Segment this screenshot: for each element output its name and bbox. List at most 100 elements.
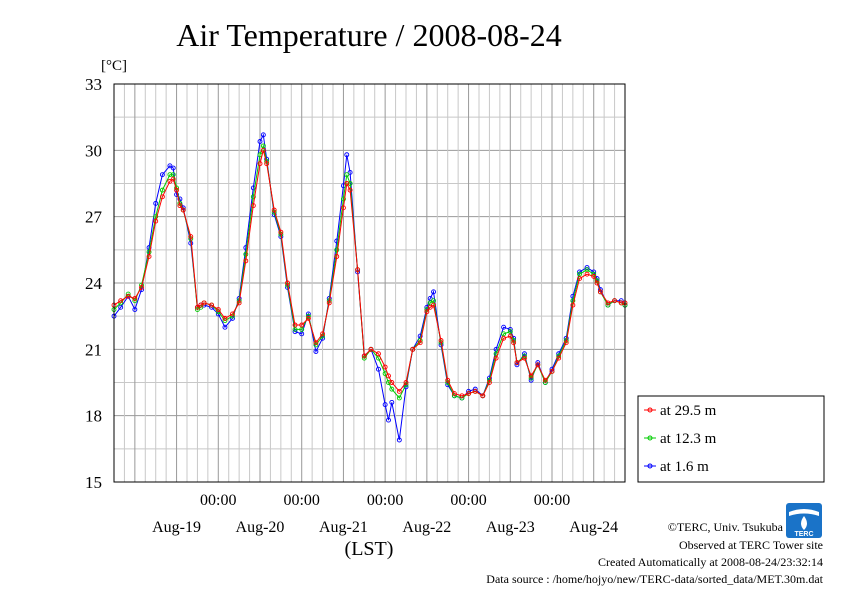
data-point [201,300,207,306]
legend-entry-1-6m: at 1.6 m [644,459,709,475]
data-point [427,304,433,310]
data-point [320,331,326,337]
y-tick-label: 24 [85,274,103,293]
data-point [299,322,305,328]
data-point [522,355,527,361]
x-tick-label: 00:00 [534,492,570,509]
data-point [334,254,340,259]
data-point [177,203,183,209]
data-point [445,377,451,383]
credit-data-source: Data source : /home/hojyo/new/TERC-data/… [486,572,823,586]
legend-entry-29-5m: at 29.5 m [644,403,717,419]
data-point [493,355,499,361]
x-day-label: Aug-21 [319,519,368,536]
data-point [451,391,457,397]
data-point [511,340,517,346]
data-point [424,309,430,315]
data-point [250,194,256,200]
data-point [243,251,249,257]
data-point [535,362,541,368]
legend-swatch-marker [647,463,653,469]
y-tick-label: 18 [85,407,102,426]
x-tick-label: 00:00 [283,492,319,509]
data-point [501,324,507,330]
data-point [563,340,569,346]
data-point [222,315,228,321]
legend-label: at 1.6 m [660,459,709,475]
data-point [243,258,249,264]
data-point [340,205,346,211]
data-point [285,280,290,286]
data-point [230,311,235,317]
y-tick-label: 33 [85,75,102,94]
terc-logo-icon: TERC [786,503,822,538]
data-point [396,395,402,401]
data-point [361,353,367,359]
y-tick-label: 30 [85,141,102,160]
data-point [355,267,361,273]
data-point [334,247,340,253]
y-axis-label: [°C] [101,58,127,74]
legend-label: at 29.5 m [660,403,717,419]
data-point [368,346,374,352]
x-tick-label: 00:00 [367,492,403,509]
data-point [340,196,346,202]
credit-created-at: Created Automatically at 2008-08-24/23:3… [598,555,823,569]
data-point [570,302,576,308]
y-tick-labels: 15 18 21 24 27 30 33 [85,75,103,492]
data-point [386,380,391,385]
legend: at 29.5 m at 12.3 m at 1.6 m [637,395,825,483]
data-point [198,302,204,308]
data-point [389,399,395,405]
data-point [215,307,221,312]
data-point [396,437,402,443]
series-lines [111,132,628,443]
data-point [542,377,548,383]
data-point [549,368,555,374]
data-point [313,349,319,354]
x-axis-label: (LST) [345,538,394,560]
data-point [174,187,180,193]
data-point [347,187,353,193]
data-point [118,298,124,304]
data-point [382,402,388,408]
series-at-1-6-m [111,132,628,443]
x-tick-label: 00:00 [200,492,236,509]
data-point [347,169,353,175]
data-point [466,391,472,397]
chart-title: Air Temperature / 2008-08-24 [176,17,562,53]
y-tick-label: 21 [85,340,102,359]
data-point [584,271,590,277]
data-point [170,165,176,171]
data-point [459,393,465,399]
data-point [612,298,618,304]
data-point [431,302,436,308]
data-point [347,181,353,186]
data-point [344,181,350,186]
x-tick-label: 00:00 [450,492,486,509]
data-point [167,172,173,178]
legend-swatch-marker [647,435,653,441]
data-point [132,307,138,312]
data-point [438,338,444,343]
data-point [396,388,402,394]
data-point [125,293,131,299]
data-point [260,147,266,153]
data-point [344,172,350,178]
data-point [577,276,582,282]
data-point [159,194,165,200]
data-point [271,207,277,213]
data-point [386,417,391,423]
data-point [431,289,436,295]
plot-frame [113,83,626,483]
series-at-12-3-m [111,143,628,401]
data-point [170,176,176,182]
data-point [153,200,159,206]
credit-copyright: ©TERC, Univ. Tsukuba [667,520,783,534]
data-point [153,218,159,224]
legend-entry-12-3m: at 12.3 m [644,431,717,447]
series-line [113,150,625,397]
y-tick-label: 15 [85,473,102,492]
legend-box [637,395,825,483]
